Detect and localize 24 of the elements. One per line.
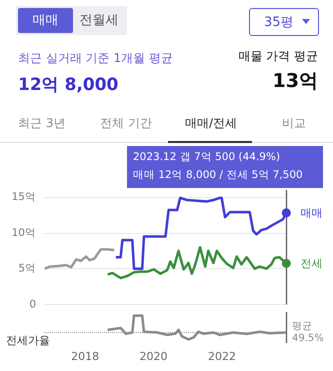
text: 최근 3년	[18, 115, 66, 132]
y-tick-label: 0	[29, 298, 36, 310]
text: 35평	[249, 8, 319, 36]
x-tick-label: 2018	[71, 350, 100, 363]
text: 매물 가격 평균	[238, 48, 318, 65]
text: 매매/전세	[185, 115, 238, 132]
text: 12억 8,000	[18, 74, 118, 96]
series-label: 매매	[300, 206, 322, 220]
y-tick-label: 5억	[18, 262, 36, 275]
text: 비교	[282, 115, 306, 132]
y-tick-label: 10억	[12, 226, 36, 239]
ref-line-label: 평균 49.5%	[292, 321, 324, 344]
text: 매매	[18, 8, 73, 33]
text: 13억	[272, 69, 318, 94]
text: 최근 실거래 기준 1개월 평균	[18, 50, 173, 67]
x-tick-label: 2020	[140, 350, 168, 363]
text: 매매 12억 8,000 / 전세 5억 7,500	[133, 168, 303, 182]
x-tick-label: 2022	[208, 350, 236, 363]
text: 2023.12 갭 7억 500 (44.9%)	[133, 150, 280, 164]
y-axis-title: 전세가율	[6, 334, 50, 347]
series-label: 전세	[300, 256, 322, 270]
y-tick-label: 15억	[12, 191, 36, 204]
text: 전체 기간	[100, 115, 152, 132]
text: 전월세	[78, 12, 120, 30]
